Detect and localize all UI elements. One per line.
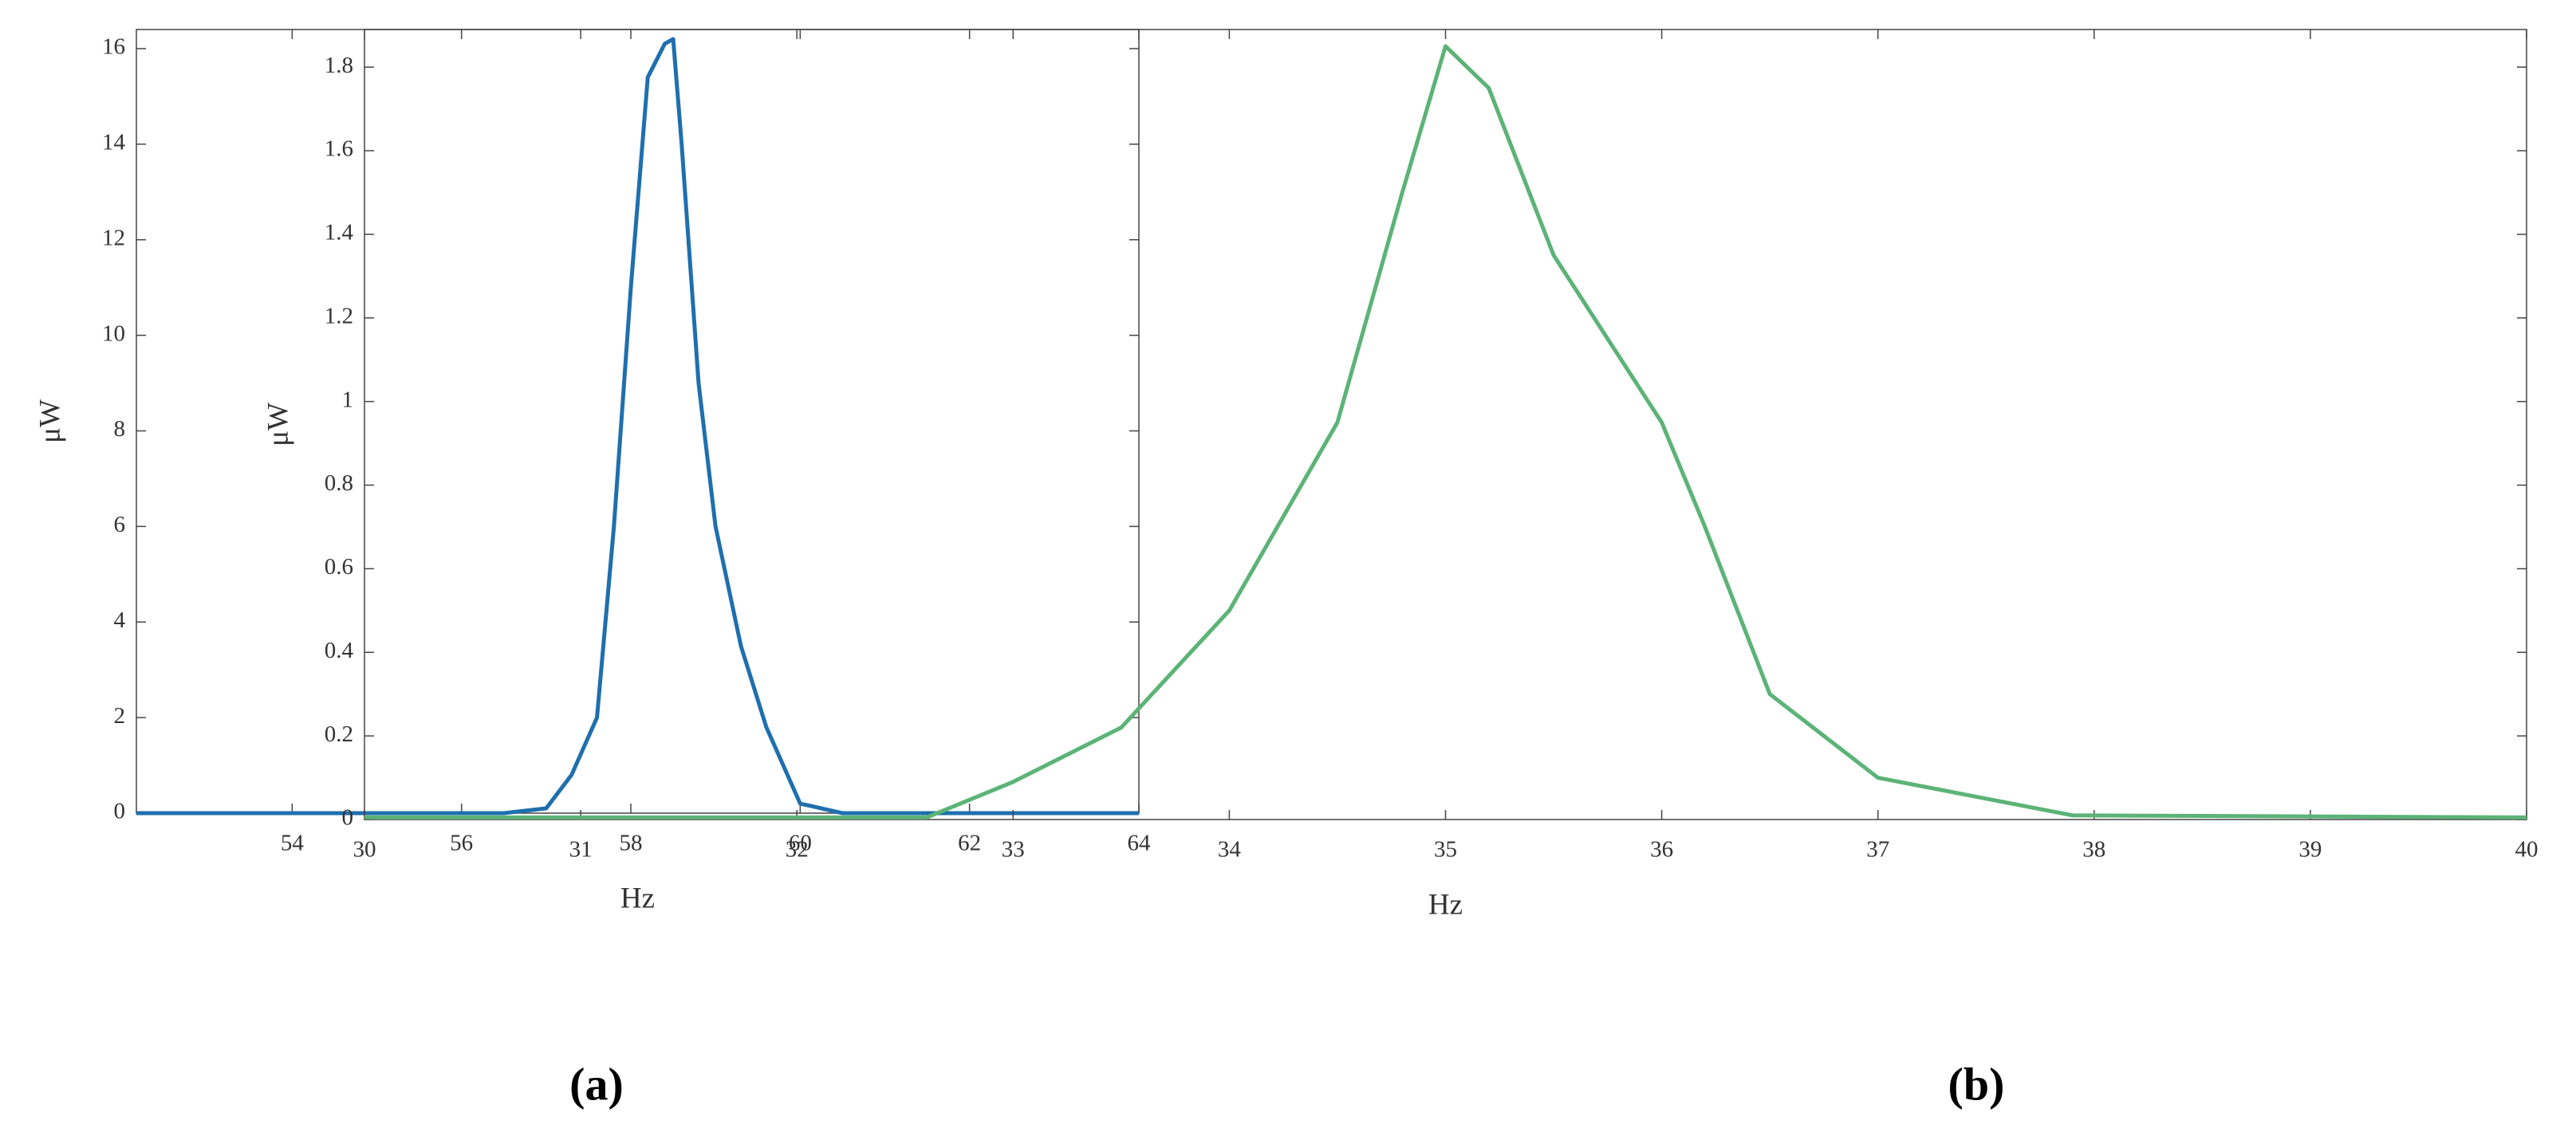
y-tick-label: 0 — [342, 805, 354, 831]
y-tick-label: 1 — [342, 387, 354, 412]
y-tick-label: 1.8 — [325, 53, 353, 78]
y-tick-label: 0.6 — [325, 554, 353, 580]
y-tick-label: 1.6 — [325, 136, 353, 162]
y-tick-label: 12 — [102, 225, 125, 250]
x-tick-label: 34 — [1218, 837, 1242, 863]
y-tick-label: 4 — [114, 607, 126, 633]
y-tick-label: 0 — [114, 799, 126, 824]
x-tick-label: 56 — [450, 831, 473, 856]
y-axis-label: μW — [262, 403, 294, 446]
x-tick-label: 31 — [569, 837, 593, 863]
y-tick-label: 10 — [102, 320, 125, 346]
y-tick-label: 14 — [102, 130, 126, 155]
y-tick-label: 1.2 — [325, 303, 353, 328]
x-axis-label: Hz — [620, 882, 655, 914]
x-tick-label: 33 — [1002, 837, 1025, 863]
panel-label: (b) — [1948, 1058, 2005, 1110]
x-tick-label: 60 — [789, 831, 812, 856]
x-tick-label: 32 — [786, 837, 809, 863]
x-tick-label: 40 — [2515, 837, 2539, 863]
x-axis-label: Hz — [1428, 888, 1463, 921]
y-tick-label: 16 — [102, 34, 125, 60]
plot-frame — [364, 29, 2527, 820]
y-tick-label: 0.8 — [325, 470, 353, 496]
x-tick-label: 37 — [1866, 837, 1889, 863]
x-tick-label: 58 — [620, 831, 643, 856]
x-tick-label: 64 — [1128, 831, 1152, 856]
y-axis-label: μW — [33, 399, 66, 443]
y-tick-label: 0.2 — [325, 721, 353, 747]
x-tick-label: 62 — [958, 831, 981, 856]
x-tick-label: 36 — [1650, 837, 1673, 863]
data-line — [136, 37, 1139, 816]
y-tick-label: 8 — [114, 416, 126, 442]
y-tick-label: 6 — [114, 512, 126, 537]
x-tick-label: 30 — [353, 837, 376, 863]
x-tick-label: 39 — [2298, 837, 2322, 863]
x-tick-label: 38 — [2082, 837, 2105, 863]
data-line — [364, 44, 2527, 820]
x-tick-label: 35 — [1434, 837, 1457, 863]
y-tick-label: 2 — [114, 703, 126, 729]
y-tick-label: 0.4 — [325, 638, 354, 663]
y-tick-label: 1.4 — [325, 220, 354, 246]
x-tick-label: 54 — [281, 831, 305, 856]
panel-label: (a) — [569, 1058, 624, 1110]
